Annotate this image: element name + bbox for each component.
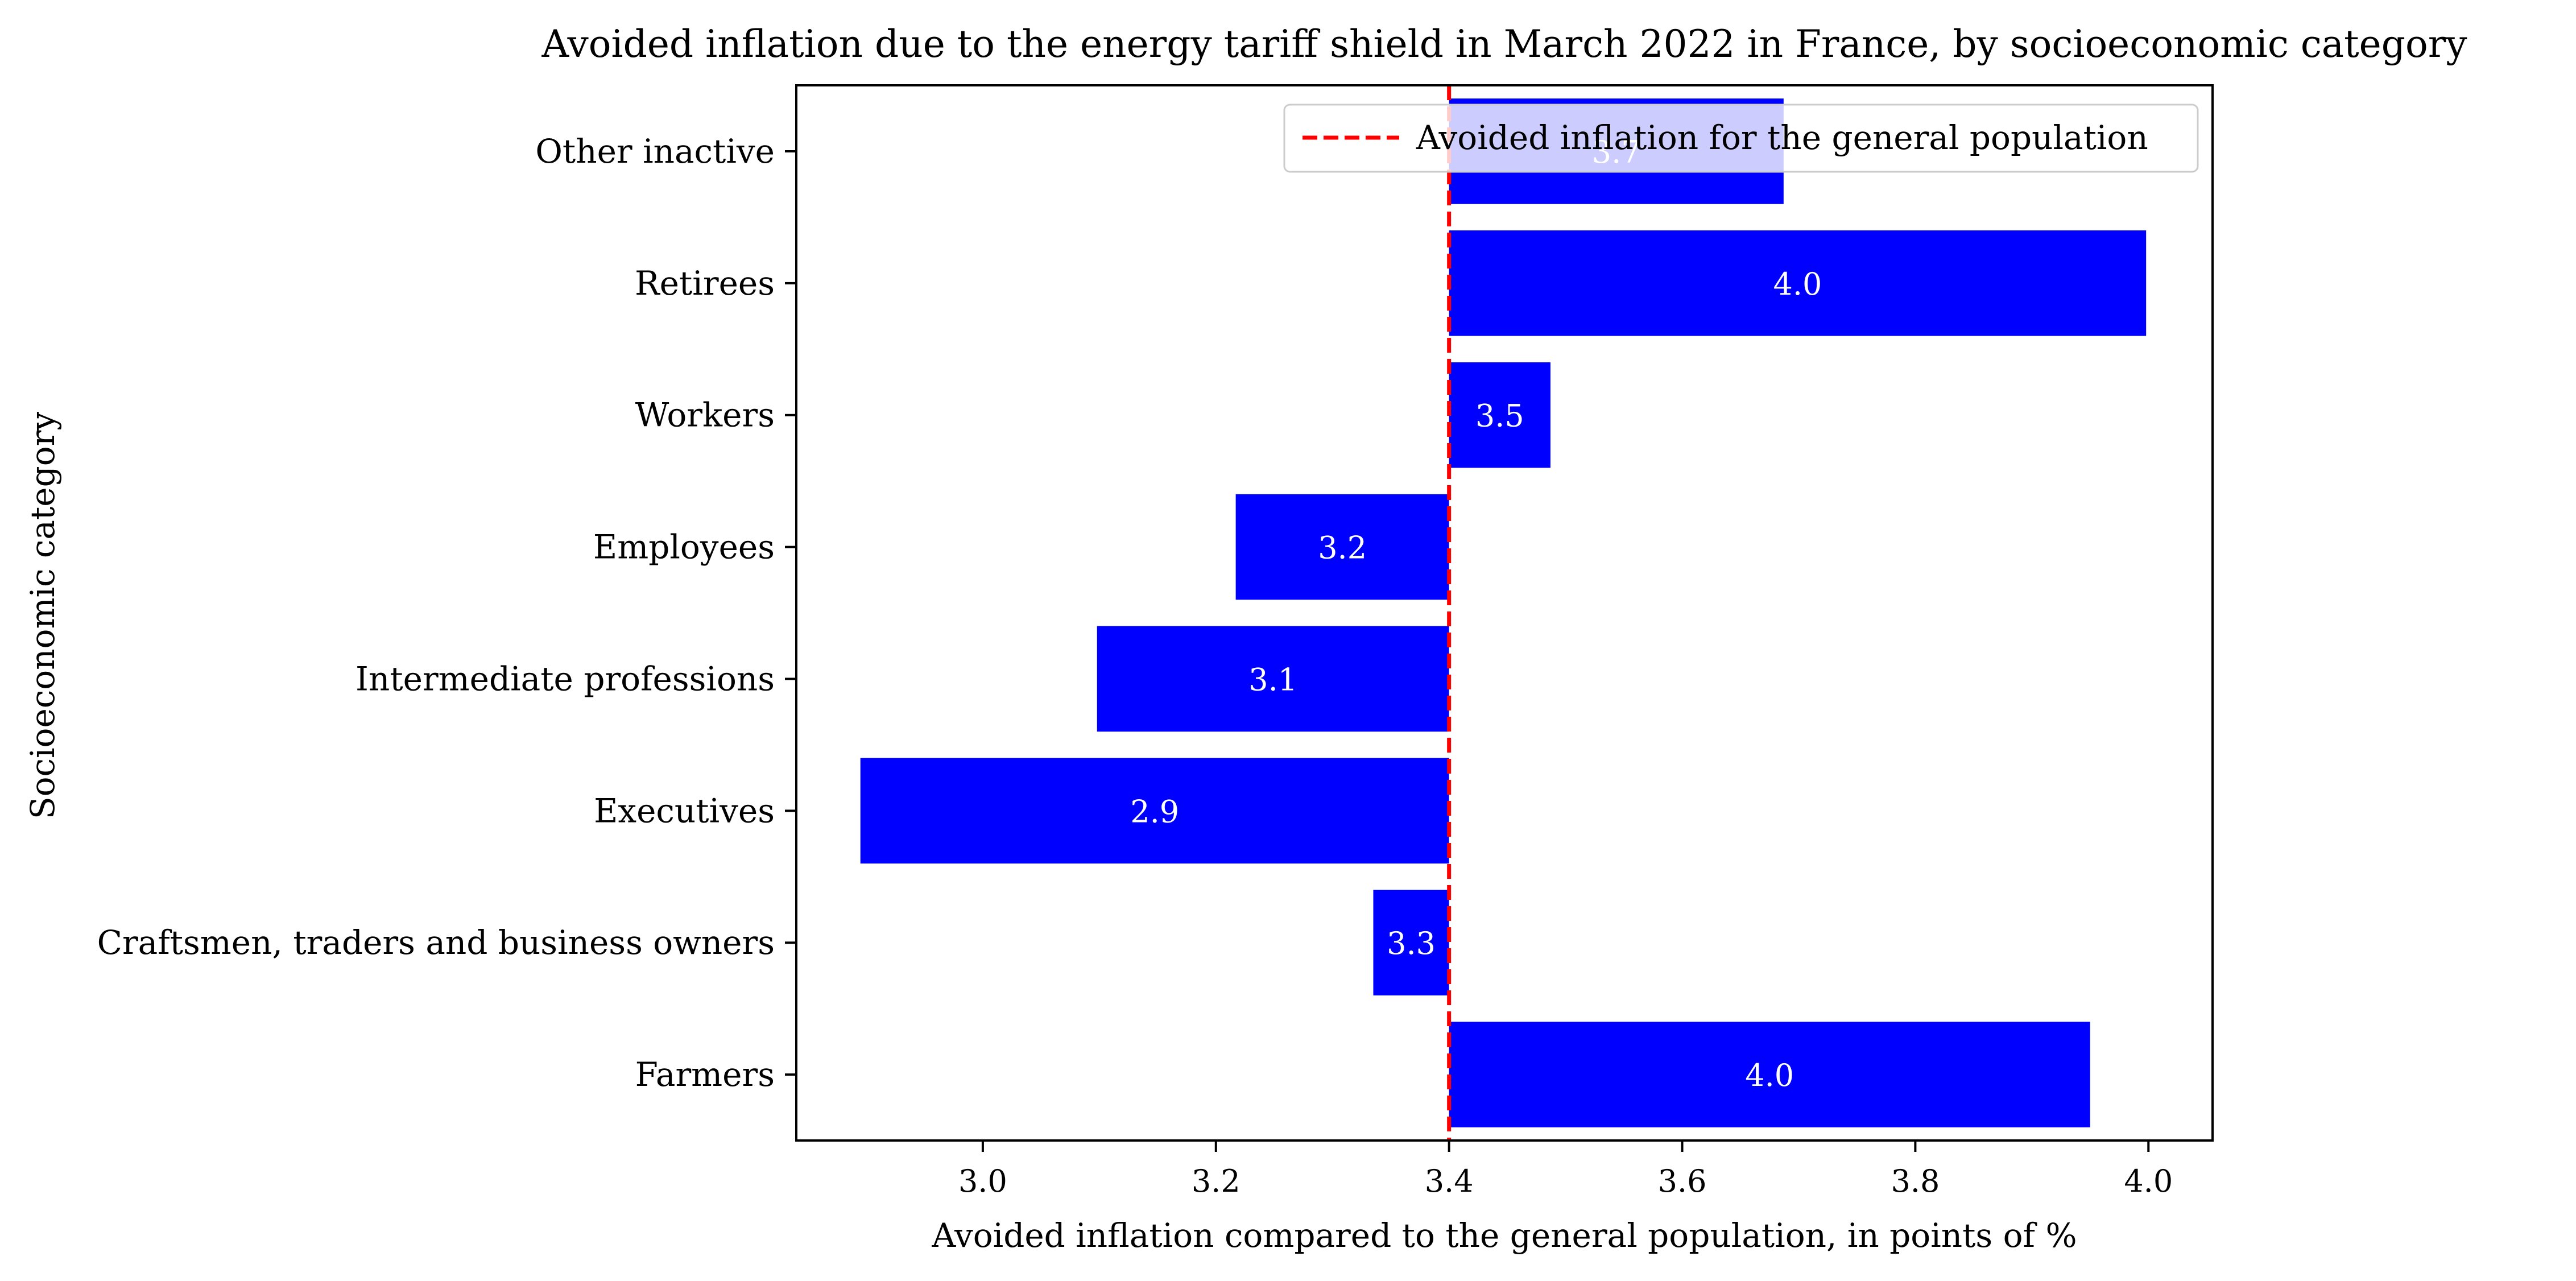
bar <box>1373 890 1449 995</box>
y-tick-label: Other inactive <box>535 132 775 171</box>
bar <box>1097 626 1449 732</box>
bar-value-label: 4.0 <box>1745 1057 1794 1093</box>
chart-title: Avoided inflation due to the energy tari… <box>541 22 2467 66</box>
x-tick-label: 3.2 <box>1192 1163 1241 1199</box>
x-tick-label: 3.8 <box>1891 1163 1940 1199</box>
bar-value-label: 3.2 <box>1318 530 1367 566</box>
x-tick-label: 3.4 <box>1425 1163 1474 1199</box>
y-axis: Farmers Craftsmen, traders and business o… <box>97 132 796 1094</box>
x-axis-label: Avoided inflation compared to the genera… <box>931 1216 2077 1255</box>
bar-value-label: 3.3 <box>1387 925 1436 961</box>
legend-box <box>1283 104 2199 173</box>
x-axis: 3.0 3.2 3.4 3.6 3.8 4.0 <box>958 1140 2173 1199</box>
y-tick-label: Farmers <box>635 1055 775 1094</box>
x-tick-label: 3.0 <box>958 1163 1007 1199</box>
bar <box>1449 362 1550 468</box>
bar-value-label: 4.0 <box>1773 266 1822 302</box>
bar <box>1449 230 2147 336</box>
y-tick-label: Retirees <box>635 264 775 303</box>
y-tick-label: Craftsmen, traders and business owners <box>97 923 775 962</box>
bar-value-label: 3.5 <box>1475 398 1524 434</box>
bar <box>860 758 1449 864</box>
y-tick-label: Executives <box>594 791 775 830</box>
bar-value-label: 3.1 <box>1248 662 1297 697</box>
legend: Avoided inflation for the general popula… <box>1283 104 2199 173</box>
y-tick-label: Intermediate professions <box>355 659 775 698</box>
y-tick-label: Workers <box>635 396 775 435</box>
bar-value-label: 2.9 <box>1130 794 1179 829</box>
legend-label: Avoided inflation for the general popula… <box>1416 118 2148 157</box>
y-axis-label: Socioeconomic category <box>23 412 62 820</box>
bar <box>1235 494 1449 600</box>
plot-frame <box>795 84 2214 1142</box>
x-tick-label: 4.0 <box>2124 1163 2173 1199</box>
y-tick-label: Employees <box>593 528 775 567</box>
bar <box>1449 1022 2090 1127</box>
x-tick-label: 3.6 <box>1658 1163 1707 1199</box>
